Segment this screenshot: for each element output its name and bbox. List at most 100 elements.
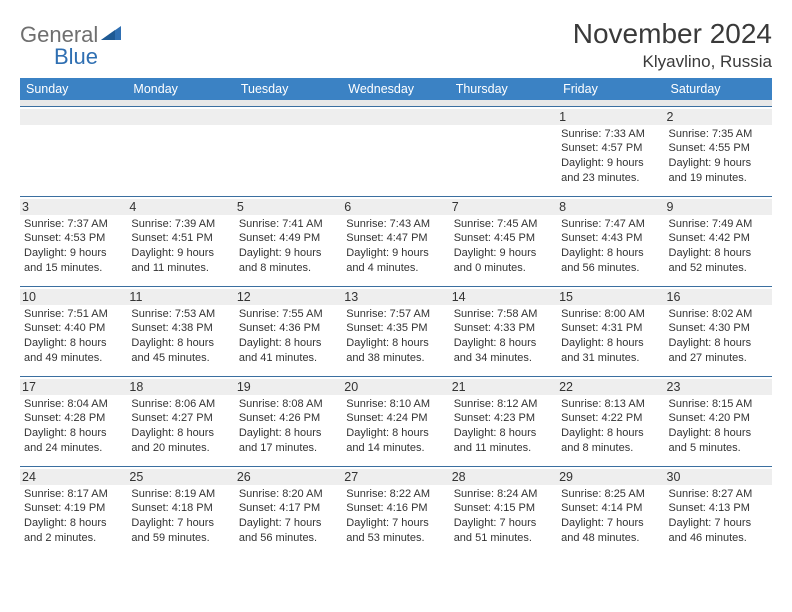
day-number: . bbox=[235, 109, 342, 125]
day-number: 1 bbox=[557, 109, 664, 125]
sunset-text: Sunset: 4:24 PM bbox=[346, 411, 445, 426]
sunset-text: Sunset: 4:51 PM bbox=[131, 231, 230, 246]
day-number: 10 bbox=[20, 289, 127, 305]
daylight-text: Daylight: 8 hours and 8 minutes. bbox=[561, 426, 660, 456]
sunrise-text: Sunrise: 8:24 AM bbox=[454, 487, 553, 502]
calendar-table: Sunday Monday Tuesday Wednesday Thursday… bbox=[20, 78, 772, 556]
daylight-text: Daylight: 8 hours and 27 minutes. bbox=[669, 336, 768, 366]
calendar-day-cell: 13Sunrise: 7:57 AMSunset: 4:35 PMDayligh… bbox=[342, 286, 449, 376]
calendar-day-cell: 29Sunrise: 8:25 AMSunset: 4:14 PMDayligh… bbox=[557, 466, 664, 556]
calendar-week-row: .....1Sunrise: 7:33 AMSunset: 4:57 PMDay… bbox=[20, 106, 772, 196]
calendar-day-cell: 1Sunrise: 7:33 AMSunset: 4:57 PMDaylight… bbox=[557, 106, 664, 196]
month-title: November 2024 bbox=[573, 18, 772, 50]
sunrise-text: Sunrise: 7:49 AM bbox=[669, 217, 768, 232]
day-number: 26 bbox=[235, 469, 342, 485]
sunset-text: Sunset: 4:28 PM bbox=[24, 411, 123, 426]
brand-triangle-icon bbox=[101, 24, 123, 47]
daylight-text: Daylight: 8 hours and 5 minutes. bbox=[669, 426, 768, 456]
day-number: 21 bbox=[450, 379, 557, 395]
sunset-text: Sunset: 4:19 PM bbox=[24, 501, 123, 516]
daylight-text: Daylight: 8 hours and 11 minutes. bbox=[454, 426, 553, 456]
day-number: . bbox=[20, 109, 127, 125]
calendar-day-cell: 5Sunrise: 7:41 AMSunset: 4:49 PMDaylight… bbox=[235, 196, 342, 286]
location-label: Klyavlino, Russia bbox=[573, 52, 772, 72]
day-number: . bbox=[342, 109, 449, 125]
sunset-text: Sunset: 4:16 PM bbox=[346, 501, 445, 516]
sunrise-text: Sunrise: 7:33 AM bbox=[561, 127, 660, 142]
weekday-header: Wednesday bbox=[342, 78, 449, 100]
daylight-text: Daylight: 8 hours and 17 minutes. bbox=[239, 426, 338, 456]
calendar-day-cell: 28 Sunrise: 8:24 AMSunset: 4:15 PMDayligh… bbox=[450, 466, 557, 556]
sunrise-text: Sunrise: 8:12 AM bbox=[454, 397, 553, 412]
sunrise-text: Sunrise: 7:51 AM bbox=[24, 307, 123, 322]
calendar-day-cell: 3Sunrise: 7:37 AMSunset: 4:53 PMDaylight… bbox=[20, 196, 127, 286]
calendar-day-cell: . bbox=[20, 106, 127, 196]
day-number: 28 bbox=[450, 469, 557, 485]
daylight-text: Daylight: 8 hours and 41 minutes. bbox=[239, 336, 338, 366]
sunrise-text: Sunrise: 8:20 AM bbox=[239, 487, 338, 502]
day-number: 11 bbox=[127, 289, 234, 305]
daylight-text: Daylight: 8 hours and 56 minutes. bbox=[561, 246, 660, 276]
day-info: Sunrise: 7:55 AMSunset: 4:36 PMDaylight:… bbox=[239, 307, 338, 366]
sunset-text: Sunset: 4:49 PM bbox=[239, 231, 338, 246]
sunrise-text: Sunrise: 8:02 AM bbox=[669, 307, 768, 322]
sunset-text: Sunset: 4:30 PM bbox=[669, 321, 768, 336]
day-info: Sunrise: 7:47 AMSunset: 4:43 PMDaylight:… bbox=[561, 217, 660, 276]
daylight-text: Daylight: 7 hours and 51 minutes. bbox=[454, 516, 553, 546]
calendar-day-cell: 25Sunrise: 8:19 AMSunset: 4:18 PMDayligh… bbox=[127, 466, 234, 556]
calendar-week-row: 10Sunrise: 7:51 AMSunset: 4:40 PMDayligh… bbox=[20, 286, 772, 376]
daylight-text: Daylight: 8 hours and 34 minutes. bbox=[454, 336, 553, 366]
calendar-day-cell: 4Sunrise: 7:39 AMSunset: 4:51 PMDaylight… bbox=[127, 196, 234, 286]
sunrise-text: Sunrise: 8:15 AM bbox=[669, 397, 768, 412]
sunrise-text: Sunrise: 7:55 AM bbox=[239, 307, 338, 322]
calendar-day-cell: 20Sunrise: 8:10 AMSunset: 4:24 PMDayligh… bbox=[342, 376, 449, 466]
calendar-week-row: 3Sunrise: 7:37 AMSunset: 4:53 PMDaylight… bbox=[20, 196, 772, 286]
day-info: Sunrise: 8:15 AMSunset: 4:20 PMDaylight:… bbox=[669, 397, 768, 456]
day-info: Sunrise: 7:49 AMSunset: 4:42 PMDaylight:… bbox=[669, 217, 768, 276]
weekday-header: Friday bbox=[557, 78, 664, 100]
calendar-week-row: 24Sunrise: 8:17 AMSunset: 4:19 PMDayligh… bbox=[20, 466, 772, 556]
calendar-day-cell: 19 Sunrise: 8:08 AMSunset: 4:26 PMDayligh… bbox=[235, 376, 342, 466]
sunrise-text: Sunrise: 7:57 AM bbox=[346, 307, 445, 322]
daylight-text: Daylight: 8 hours and 24 minutes. bbox=[24, 426, 123, 456]
day-info: Sunrise: 7:35 AMSunset: 4:55 PMDaylight:… bbox=[669, 127, 768, 186]
daylight-text: Daylight: 9 hours and 8 minutes. bbox=[239, 246, 338, 276]
weekday-header: Monday bbox=[127, 78, 234, 100]
day-number: 18 bbox=[127, 379, 234, 395]
title-block: November 2024 Klyavlino, Russia bbox=[573, 18, 772, 72]
day-info: Sunrise: 8:08 AMSunset: 4:26 PMDaylight:… bbox=[239, 397, 338, 456]
daylight-text: Daylight: 9 hours and 11 minutes. bbox=[131, 246, 230, 276]
sunset-text: Sunset: 4:17 PM bbox=[239, 501, 338, 516]
sunrise-text: Sunrise: 7:47 AM bbox=[561, 217, 660, 232]
calendar-day-cell: 2Sunrise: 7:35 AMSunset: 4:55 PMDaylight… bbox=[665, 106, 772, 196]
sunrise-text: Sunrise: 8:22 AM bbox=[346, 487, 445, 502]
day-number: 6 bbox=[342, 199, 449, 215]
daylight-text: Daylight: 9 hours and 0 minutes. bbox=[454, 246, 553, 276]
sunset-text: Sunset: 4:23 PM bbox=[454, 411, 553, 426]
sunset-text: Sunset: 4:43 PM bbox=[561, 231, 660, 246]
day-number: 19 bbox=[235, 379, 342, 395]
calendar-day-cell: 23Sunrise: 8:15 AMSunset: 4:20 PMDayligh… bbox=[665, 376, 772, 466]
daylight-text: Daylight: 8 hours and 31 minutes. bbox=[561, 336, 660, 366]
calendar-day-cell: . bbox=[450, 106, 557, 196]
sunset-text: Sunset: 4:55 PM bbox=[669, 141, 768, 156]
day-info: Sunrise: 7:57 AMSunset: 4:35 PMDaylight:… bbox=[346, 307, 445, 366]
weekday-header: Saturday bbox=[665, 78, 772, 100]
sunrise-text: Sunrise: 8:10 AM bbox=[346, 397, 445, 412]
sunset-text: Sunset: 4:14 PM bbox=[561, 501, 660, 516]
day-info: Sunrise: 8:24 AMSunset: 4:15 PMDaylight:… bbox=[454, 487, 553, 546]
sunrise-text: Sunrise: 7:58 AM bbox=[454, 307, 553, 322]
weekday-header: Sunday bbox=[20, 78, 127, 100]
day-number: 7 bbox=[450, 199, 557, 215]
daylight-text: Daylight: 9 hours and 23 minutes. bbox=[561, 156, 660, 186]
day-number: 30 bbox=[665, 469, 772, 485]
day-number: 16 bbox=[665, 289, 772, 305]
day-info: Sunrise: 8:25 AMSunset: 4:14 PMDaylight:… bbox=[561, 487, 660, 546]
calendar-day-cell: 16 Sunrise: 8:02 AMSunset: 4:30 PMDayligh… bbox=[665, 286, 772, 376]
day-number: 3 bbox=[20, 199, 127, 215]
daylight-text: Daylight: 8 hours and 14 minutes. bbox=[346, 426, 445, 456]
calendar-day-cell: 6Sunrise: 7:43 AMSunset: 4:47 PMDaylight… bbox=[342, 196, 449, 286]
day-number: 15 bbox=[557, 289, 664, 305]
sunrise-text: Sunrise: 7:39 AM bbox=[131, 217, 230, 232]
sunrise-text: Sunrise: 8:04 AM bbox=[24, 397, 123, 412]
